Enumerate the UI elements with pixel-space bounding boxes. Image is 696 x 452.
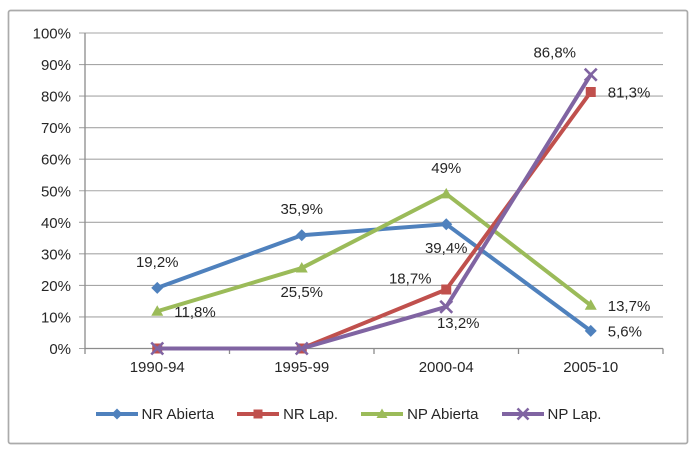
x-axis-category-label: 1990-94 [130,359,185,376]
legend-swatch-square-icon [237,409,280,419]
marker-x [150,341,165,356]
data-label-np-lap-2000-04: 13,2% [437,315,480,332]
data-label-nr-abierta-1995-99: 35,9% [280,201,323,218]
y-axis-tick-label: 100% [33,26,71,43]
x-axis-category-label: 2005-10 [563,359,618,376]
marker-square [253,409,263,419]
marker-x [439,299,454,314]
legend-label: NR Abierta [141,405,215,423]
y-axis-tick-label: 20% [41,278,71,295]
chart-border [7,9,689,445]
legend-item-nr-abierta: NR Abierta [95,405,215,423]
y-axis-tick-label: 30% [41,246,71,263]
marker-triangle [440,187,453,199]
data-label-nr-lap-2005-10: 81,3% [608,84,651,101]
legend-label: NP Lap. [547,405,602,423]
marker-triangle [151,305,164,316]
data-label-np-abierta-2000-04: 49% [431,160,461,177]
legend-swatch-diamond-icon [95,408,138,420]
marker-x [516,407,529,421]
legend-item-np-abierta: NP Abierta [360,405,479,423]
data-label-nr-abierta-1990-94: 19,2% [136,254,179,271]
y-axis-tick-label: 60% [41,152,71,169]
marker-triangle [295,262,308,273]
legend-label: NP Abierta [407,405,479,423]
data-label-np-abierta-1990-94: 11,8% [174,304,215,321]
y-axis-tick-label: 80% [41,89,71,106]
y-axis-tick-label: 70% [41,120,71,137]
marker-triangle [584,299,597,310]
series-line-np-abierta [155,191,593,314]
legend-label: NR Lap. [283,405,339,423]
marker-square [441,284,452,295]
legend: NR Abierta NR Lap. NP Abierta NP Lap. [10,401,686,427]
x-axis-category-label: 2000-04 [419,359,474,376]
marker-x [583,67,598,82]
y-axis-tick-label: 90% [41,57,71,74]
marker-diamond [111,408,123,420]
marker-triangle [376,408,388,418]
data-label-np-abierta-2005-10: 13,7% [608,298,651,315]
x-axis-category-label: 1995-99 [274,359,329,376]
y-axis-tick-label: 0% [49,341,71,358]
legend-swatch-x-icon [501,407,544,421]
legend-item-nr-lap: NR Lap. [236,406,338,423]
y-axis-tick-label: 50% [41,183,71,200]
data-label-np-abierta-1995-99: 25,5% [280,284,323,301]
y-axis-tick-label: 10% [41,309,71,326]
data-label-nr-abierta-2005-10: 5,6% [608,323,642,340]
y-axis-tick-label: 40% [41,215,71,232]
data-label-np-lap-2005-10: 86,8% [533,45,576,62]
legend-item-np-lap: NP Lap. [501,405,602,423]
marker-square [585,86,596,97]
data-label-nr-lap-2000-04: 18,7% [389,271,432,288]
series-line-np-lap [155,72,593,351]
marker-diamond [584,324,597,337]
marker-diamond [295,229,308,242]
marker-diamond [151,281,164,294]
marker-diamond [440,218,453,231]
marker-x [294,341,309,356]
legend-swatch-triangle-icon [361,408,404,418]
data-label-nr-abierta-2000-04: 39,4% [425,240,468,257]
